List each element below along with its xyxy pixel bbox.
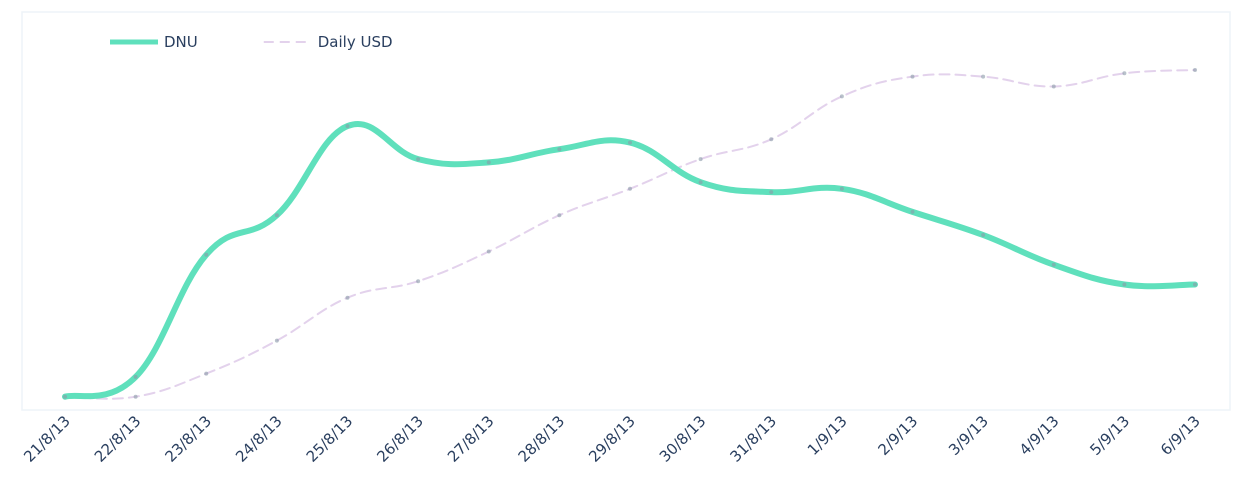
point-marker xyxy=(274,213,279,218)
x-tick-label: 22/8/13 xyxy=(91,412,145,466)
x-tick-label: 26/8/13 xyxy=(373,412,427,466)
plot-frame xyxy=(21,11,1231,411)
x-tick-label: 2/9/13 xyxy=(874,412,921,459)
x-tick-label: 21/8/13 xyxy=(20,412,74,466)
point-marker xyxy=(133,394,138,399)
x-tick-label: 30/8/13 xyxy=(656,412,710,466)
point-marker xyxy=(1122,282,1127,287)
point-marker xyxy=(910,209,915,214)
point-marker xyxy=(839,186,844,191)
point-marker xyxy=(1051,262,1056,267)
point-marker xyxy=(486,160,491,165)
point-marker xyxy=(698,180,703,185)
legend-label: DNU xyxy=(164,33,198,51)
x-tick-label: 5/9/13 xyxy=(1086,412,1133,459)
point-marker xyxy=(1193,282,1197,287)
x-tick-label: 29/8/13 xyxy=(585,412,639,466)
point-marker xyxy=(628,140,632,145)
x-tick-label: 24/8/13 xyxy=(232,412,286,466)
point-marker xyxy=(1122,71,1127,76)
point-marker xyxy=(981,74,986,79)
point-marker xyxy=(1051,84,1056,89)
point-marker xyxy=(274,338,279,343)
x-tick-label: 1/9/13 xyxy=(804,412,851,459)
point-marker xyxy=(133,374,138,379)
point-marker xyxy=(628,186,632,191)
x-tick-label: 3/9/13 xyxy=(945,412,992,459)
point-marker xyxy=(345,295,350,300)
x-tick-label: 4/9/13 xyxy=(1016,412,1063,459)
point-marker xyxy=(416,157,421,162)
point-marker xyxy=(345,124,350,129)
point-marker xyxy=(769,190,774,195)
x-tick-label: 28/8/13 xyxy=(515,412,569,466)
point-marker xyxy=(981,233,986,237)
x-tick-label: 27/8/13 xyxy=(444,412,498,466)
point-marker xyxy=(204,371,209,376)
x-tick-label: 31/8/13 xyxy=(726,412,780,466)
series-line xyxy=(62,121,1198,400)
point-marker xyxy=(557,147,562,152)
point-marker xyxy=(1193,68,1197,72)
x-tick-label: 6/9/13 xyxy=(1157,412,1204,459)
x-tick-label: 25/8/13 xyxy=(303,412,357,466)
legend-label: Daily USD xyxy=(318,33,393,51)
point-marker xyxy=(698,157,703,162)
point-marker xyxy=(839,94,844,99)
point-marker xyxy=(63,394,67,399)
point-marker xyxy=(486,249,491,254)
x-tick-label: 23/8/13 xyxy=(161,412,215,466)
point-marker xyxy=(769,137,774,142)
point-marker xyxy=(910,74,915,79)
point-marker xyxy=(204,252,209,257)
point-marker xyxy=(416,279,421,284)
point-marker xyxy=(557,213,562,218)
